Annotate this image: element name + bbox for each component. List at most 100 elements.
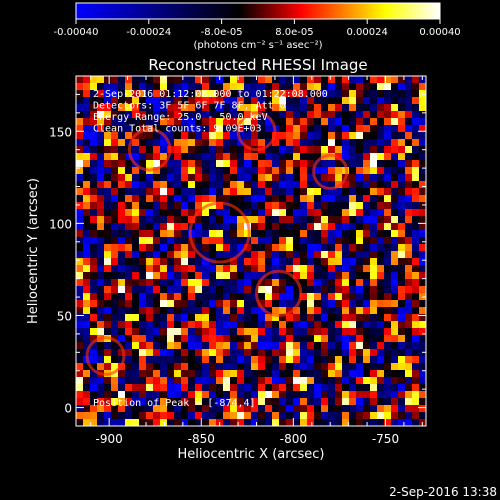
heatmap-cell bbox=[167, 83, 175, 91]
heatmap-cell bbox=[167, 97, 175, 105]
heatmap-cell bbox=[132, 83, 140, 91]
heatmap-cell bbox=[251, 391, 259, 399]
heatmap-cell bbox=[76, 391, 84, 399]
heatmap-cell bbox=[153, 111, 161, 119]
heatmap-cell bbox=[223, 132, 231, 140]
heatmap-cell bbox=[398, 328, 406, 336]
heatmap-cell bbox=[97, 216, 105, 224]
heatmap-cell bbox=[76, 363, 84, 371]
heatmap-cell bbox=[370, 244, 378, 252]
heatmap-cell bbox=[412, 370, 420, 378]
heatmap-cell bbox=[314, 104, 322, 112]
heatmap-cell bbox=[237, 181, 245, 189]
heatmap-cell bbox=[307, 356, 315, 364]
heatmap-cell bbox=[132, 104, 140, 112]
heatmap-cell bbox=[181, 265, 189, 273]
chart-title: Reconstructed RHESSI Image bbox=[148, 56, 367, 74]
heatmap-cell bbox=[195, 104, 203, 112]
heatmap-cell bbox=[111, 118, 119, 126]
heatmap-cell bbox=[188, 412, 196, 420]
heatmap-cell bbox=[111, 244, 119, 252]
heatmap-cell bbox=[209, 202, 217, 210]
heatmap-cell bbox=[146, 356, 154, 364]
heatmap-cell bbox=[195, 160, 203, 168]
heatmap-cell bbox=[104, 104, 112, 112]
heatmap-cell bbox=[181, 370, 189, 378]
heatmap-cell bbox=[391, 419, 399, 427]
heatmap-cell bbox=[286, 335, 294, 343]
heatmap-cell bbox=[293, 195, 301, 203]
heatmap-cell bbox=[202, 76, 210, 84]
heatmap-cell bbox=[230, 398, 238, 406]
ring-structure bbox=[127, 127, 172, 172]
heatmap-cell bbox=[132, 167, 140, 175]
heatmap-cell bbox=[111, 90, 119, 98]
heatmap-cell bbox=[111, 321, 119, 329]
heatmap-cell bbox=[146, 209, 154, 217]
heatmap-cell bbox=[230, 335, 238, 343]
heatmap-cell bbox=[153, 265, 161, 273]
heatmap-cell bbox=[167, 104, 175, 112]
heatmap-cell bbox=[83, 370, 91, 378]
heatmap-cell bbox=[363, 307, 371, 315]
heatmap-cell bbox=[111, 139, 119, 147]
heatmap-cell bbox=[251, 76, 259, 84]
heatmap-cell bbox=[111, 265, 119, 273]
heatmap-cell bbox=[118, 251, 126, 259]
heatmap-cell bbox=[146, 160, 154, 168]
heatmap-cell bbox=[328, 279, 336, 287]
heatmap-cell bbox=[412, 300, 420, 308]
heatmap-cell bbox=[335, 118, 343, 126]
heatmap-cell bbox=[195, 146, 203, 154]
heatmap-cell bbox=[230, 265, 238, 273]
heatmap-cell bbox=[146, 188, 154, 196]
heatmap-cell bbox=[223, 307, 231, 315]
heatmap-cell bbox=[370, 398, 378, 406]
heatmap-cell bbox=[356, 153, 364, 161]
heatmap-cell bbox=[195, 356, 203, 364]
heatmap-cell bbox=[398, 237, 406, 245]
heatmap-cell bbox=[300, 356, 308, 364]
heatmap-cell bbox=[139, 97, 147, 105]
heatmap-cell bbox=[321, 272, 329, 280]
heatmap-cell bbox=[76, 342, 84, 350]
heatmap-cell bbox=[244, 146, 252, 154]
heatmap-cell bbox=[132, 146, 140, 154]
heatmap-cell bbox=[258, 419, 266, 427]
heatmap-cell bbox=[307, 216, 315, 224]
heatmap-cell bbox=[90, 349, 98, 357]
heatmap-cell bbox=[146, 111, 154, 119]
heatmap-cell bbox=[412, 83, 420, 91]
heatmap-cell bbox=[419, 209, 427, 217]
heatmap-cell bbox=[76, 83, 84, 91]
heatmap-cell bbox=[335, 384, 343, 392]
heatmap-cell bbox=[139, 209, 147, 217]
heatmap-cell bbox=[76, 272, 84, 280]
heatmap-cell bbox=[125, 377, 133, 385]
heatmap-cell bbox=[258, 405, 266, 413]
heatmap-cell bbox=[419, 139, 427, 147]
heatmap-cell bbox=[216, 356, 224, 364]
heatmap-cell bbox=[258, 300, 266, 308]
heatmap-cell bbox=[279, 258, 287, 266]
heatmap-cell bbox=[321, 286, 329, 294]
heatmap-cell bbox=[258, 237, 266, 245]
heatmap-cell bbox=[384, 419, 392, 427]
heatmap-cell bbox=[118, 279, 126, 287]
heatmap-cell bbox=[195, 174, 203, 182]
heatmap-cell bbox=[328, 146, 336, 154]
heatmap-cell bbox=[321, 412, 329, 420]
x-tick-label: -800 bbox=[280, 432, 307, 446]
heatmap-cell bbox=[202, 342, 210, 350]
heatmap-cell bbox=[272, 237, 280, 245]
heatmap-cell bbox=[244, 195, 252, 203]
heatmap-cell bbox=[342, 244, 350, 252]
heatmap-cell bbox=[356, 139, 364, 147]
heatmap-cell bbox=[391, 349, 399, 357]
heatmap-cell bbox=[307, 405, 315, 413]
heatmap-cell bbox=[377, 321, 385, 329]
heatmap-cell bbox=[314, 111, 322, 119]
heatmap-cell bbox=[314, 349, 322, 357]
heatmap-cell bbox=[377, 195, 385, 203]
heatmap-cell bbox=[139, 132, 147, 140]
